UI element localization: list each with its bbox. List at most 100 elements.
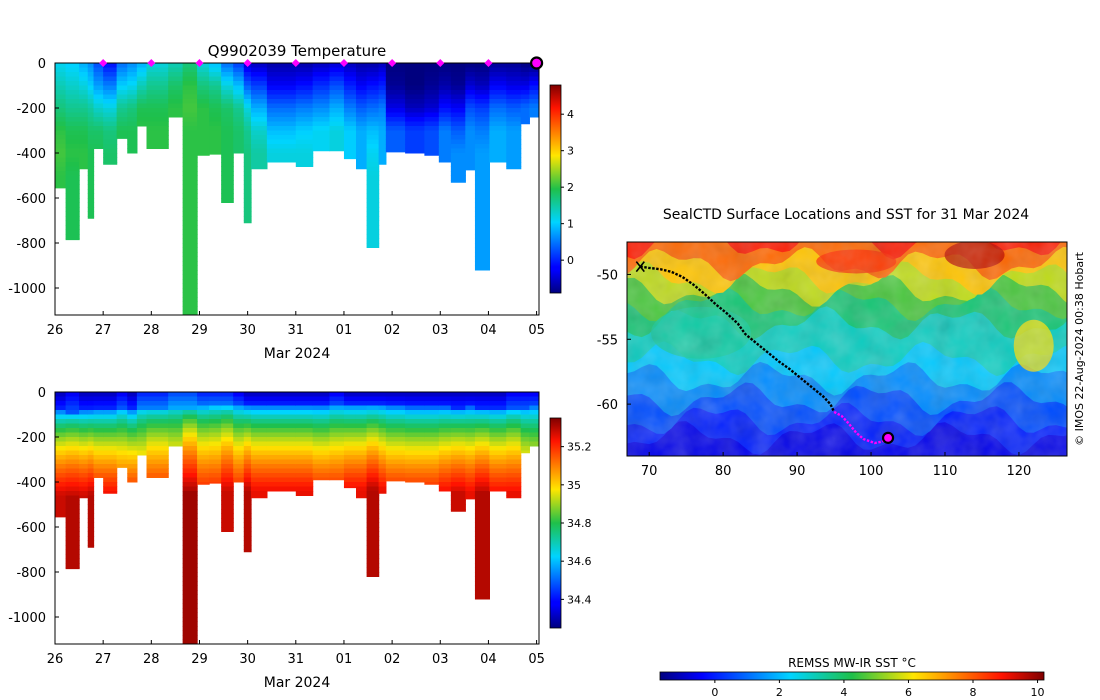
- section-cell: [116, 121, 128, 127]
- section-cell: [87, 545, 95, 548]
- section-cell: [312, 135, 331, 140]
- section-cell: [474, 148, 490, 154]
- section-cell: [355, 432, 368, 438]
- section-cell: [103, 99, 118, 104]
- section-cell: [329, 441, 345, 447]
- section-cell: [221, 63, 234, 68]
- section-cell: [87, 112, 95, 118]
- section-cell: [378, 428, 387, 433]
- section-cell: [343, 112, 357, 118]
- sst-colorbar-tick-label: 6: [905, 686, 912, 699]
- section-cell: [266, 410, 297, 415]
- section-cell: [366, 189, 380, 194]
- section-cell: [506, 473, 522, 478]
- section-cell: [79, 108, 89, 113]
- section-cell: [233, 108, 245, 113]
- section-cell: [233, 392, 245, 397]
- section-cell: [506, 117, 522, 122]
- section-cell: [438, 153, 452, 158]
- section-cell: [266, 459, 297, 465]
- section-cell: [355, 63, 368, 68]
- section-cell: [474, 482, 490, 487]
- section-cell: [312, 450, 331, 456]
- section-cell: [243, 94, 252, 100]
- section-cell: [343, 410, 357, 415]
- section-cell: [438, 72, 452, 77]
- section-cell: [465, 414, 476, 420]
- section-cell: [366, 162, 380, 167]
- section-cell: [343, 392, 357, 397]
- section-cell: [87, 153, 95, 158]
- section-cell: [450, 455, 466, 460]
- section-cell: [506, 419, 522, 424]
- section-cell: [243, 135, 252, 140]
- section-cell: [450, 392, 466, 397]
- section-cell: [438, 486, 452, 492]
- temperature-xlabel: Mar 2024: [264, 346, 331, 362]
- section-cell: [243, 477, 252, 483]
- section-cell: [65, 513, 80, 519]
- section-cell: [127, 76, 138, 82]
- section-cell: [168, 419, 184, 424]
- x-tick-label: 03: [432, 323, 449, 338]
- section-cell: [343, 414, 357, 420]
- section-cell: [366, 473, 380, 478]
- section-cell: [233, 63, 245, 68]
- section-cell: [209, 392, 222, 397]
- section-cell: [116, 437, 128, 442]
- section-cell: [520, 72, 530, 77]
- section-cell: [251, 486, 268, 492]
- section-cell: [146, 135, 169, 140]
- section-cell: [221, 180, 234, 185]
- section-cell: [168, 423, 184, 429]
- section-cell: [233, 464, 245, 469]
- section-cell: [55, 419, 67, 424]
- section-cell: [295, 419, 314, 424]
- section-cell: [209, 455, 222, 460]
- section-cell: [312, 468, 331, 474]
- section-cell: [127, 148, 138, 154]
- section-cell: [295, 491, 314, 496]
- section-cell: [116, 94, 128, 100]
- section-cell: [136, 103, 148, 109]
- section-cell: [87, 148, 95, 154]
- section-cell: [329, 135, 345, 140]
- section-cell: [65, 130, 80, 136]
- section-cell: [378, 405, 387, 411]
- section-cell: [424, 473, 440, 478]
- section-cell: [366, 495, 380, 501]
- section-cell: [197, 112, 210, 118]
- section-cell: [243, 486, 252, 492]
- section-cell: [366, 103, 380, 109]
- section-cell: [243, 513, 252, 519]
- section-cell: [197, 477, 210, 483]
- section-cell: [474, 536, 490, 541]
- section-cell: [366, 135, 380, 140]
- section-cell: [146, 401, 169, 406]
- section-cell: [378, 455, 387, 460]
- section-cell: [221, 90, 234, 95]
- section-cell: [329, 437, 345, 442]
- section-cell: [221, 153, 234, 158]
- section-cell: [243, 67, 252, 73]
- section-cell: [233, 437, 245, 442]
- section-cell: [465, 153, 476, 158]
- section-cell: [146, 468, 169, 474]
- section-cell: [209, 85, 222, 91]
- section-cell: [474, 121, 490, 127]
- section-cell: [405, 108, 425, 113]
- section-cell: [506, 459, 522, 465]
- section-cell: [87, 130, 95, 136]
- section-cell: [65, 468, 80, 474]
- section-cell: [312, 139, 331, 145]
- section-cell: [221, 428, 234, 433]
- section-cell: [489, 464, 507, 469]
- sst-field: [627, 242, 1067, 456]
- section-cell: [116, 126, 128, 131]
- section-cell: [243, 536, 252, 541]
- section-cell: [103, 153, 118, 158]
- section-cell: [489, 410, 507, 415]
- section-cell: [438, 108, 452, 113]
- section-cell: [520, 63, 530, 68]
- section-cell: [221, 121, 234, 127]
